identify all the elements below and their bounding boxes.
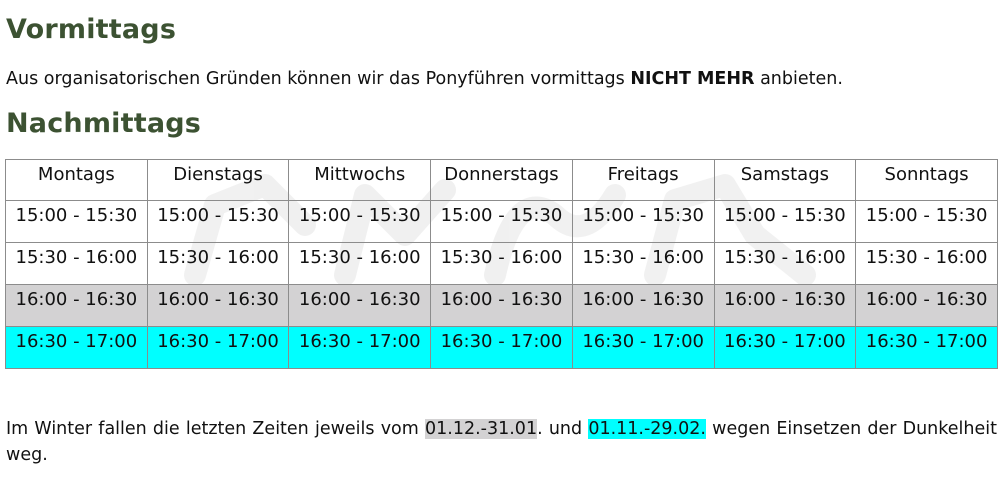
time-slot-cell: 15:30 - 16:00 — [855, 242, 998, 285]
day-header-2: Mittwochs — [288, 159, 432, 201]
day-header-5: Samstags — [713, 159, 857, 201]
time-slot-cell: 16:00 - 16:30 — [5, 284, 148, 327]
time-slot-cell: 16:30 - 17:00 — [430, 326, 573, 369]
time-slot-cell: 15:00 - 15:30 — [571, 200, 715, 243]
time-slot-cell: 16:00 - 16:30 — [146, 284, 290, 327]
time-slot-row: 16:30 - 17:00 16:30 - 17:00 16:30 - 17:00 1… — [5, 326, 998, 369]
time-slot-cell: 15:00 - 15:30 — [713, 200, 857, 243]
weekday-header-row: Montags Dienstags Mittwochs Donnerstags Frei… — [5, 159, 998, 201]
time-slot-cell: 15:30 - 16:00 — [571, 242, 715, 285]
time-slot-cell: 16:30 - 17:00 — [571, 326, 715, 369]
time-slot-cell: 15:30 - 16:00 — [288, 242, 432, 285]
schedule-table: Montags Dienstags Mittwochs Donnerstags Frei… — [5, 159, 998, 369]
time-slot-cell: 16:00 - 16:30 — [855, 284, 998, 327]
morning-heading: Vormittags — [6, 14, 177, 45]
time-slot-cell: 15:00 - 15:30 — [5, 200, 148, 243]
winter-range-gray: 01.12.-31.01 — [425, 419, 538, 439]
time-slot-cell: 15:30 - 16:00 — [5, 242, 148, 285]
day-header-4: Freitags — [571, 159, 715, 201]
time-slot-row: 15:30 - 16:00 15:30 - 16:00 15:30 - 16:00 1… — [5, 242, 998, 285]
day-header-1: Dienstags — [146, 159, 290, 201]
winter-note: Im Winter fallen die letzten Zeiten jewe… — [6, 416, 997, 468]
time-slot-cell: 16:00 - 16:30 — [571, 284, 715, 327]
day-header-6: Sonntags — [855, 159, 998, 201]
winter-note-connector: . und — [537, 419, 589, 439]
time-slot-cell: 16:00 - 16:30 — [288, 284, 432, 327]
time-slot-cell: 16:30 - 17:00 — [855, 326, 998, 369]
winter-range-cyan: 01.11.-29.02. — [588, 419, 706, 439]
morning-notice-end: anbieten. — [754, 69, 843, 89]
time-slot-cell: 15:30 - 16:00 — [430, 242, 573, 285]
time-slot-row: 16:00 - 16:30 16:00 - 16:30 16:00 - 16:30 1… — [5, 284, 998, 327]
time-slot-cell: 15:00 - 15:30 — [146, 200, 290, 243]
time-slot-cell: 16:30 - 17:00 — [713, 326, 857, 369]
time-slot-cell: 16:00 - 16:30 — [713, 284, 857, 327]
morning-notice: Aus organisatorischen Gründen können wir… — [6, 66, 843, 92]
time-slot-cell: 15:00 - 15:30 — [288, 200, 432, 243]
morning-notice-emphasis: NICHT MEHR — [630, 69, 755, 89]
time-slot-cell: 16:00 - 16:30 — [430, 284, 573, 327]
time-slot-rows: 15:00 - 15:30 15:00 - 15:30 15:00 - 15:30 1… — [5, 200, 998, 369]
time-slot-row: 15:00 - 15:30 15:00 - 15:30 15:00 - 15:30 1… — [5, 200, 998, 243]
schedule-table-container: Montags Dienstags Mittwochs Donnerstags Frei… — [5, 159, 998, 369]
day-header-0: Montags — [5, 159, 148, 201]
winter-note-text: Im Winter fallen die letzten Zeiten jewe… — [6, 419, 425, 439]
day-header-3: Donnerstags — [430, 159, 573, 201]
time-slot-cell: 15:00 - 15:30 — [430, 200, 573, 243]
time-slot-cell: 15:00 - 15:30 — [855, 200, 998, 243]
time-slot-cell: 16:30 - 17:00 — [288, 326, 432, 369]
time-slot-cell: 16:30 - 17:00 — [5, 326, 148, 369]
time-slot-cell: 15:30 - 16:00 — [146, 242, 290, 285]
time-slot-cell: 16:30 - 17:00 — [146, 326, 290, 369]
time-slot-cell: 15:30 - 16:00 — [713, 242, 857, 285]
afternoon-heading: Nachmittags — [6, 108, 202, 139]
winter-note-end: wegen Einsetzen der Dunkelheit weg. — [6, 419, 997, 465]
morning-notice-text: Aus organisatorischen Gründen können wir… — [6, 69, 631, 89]
